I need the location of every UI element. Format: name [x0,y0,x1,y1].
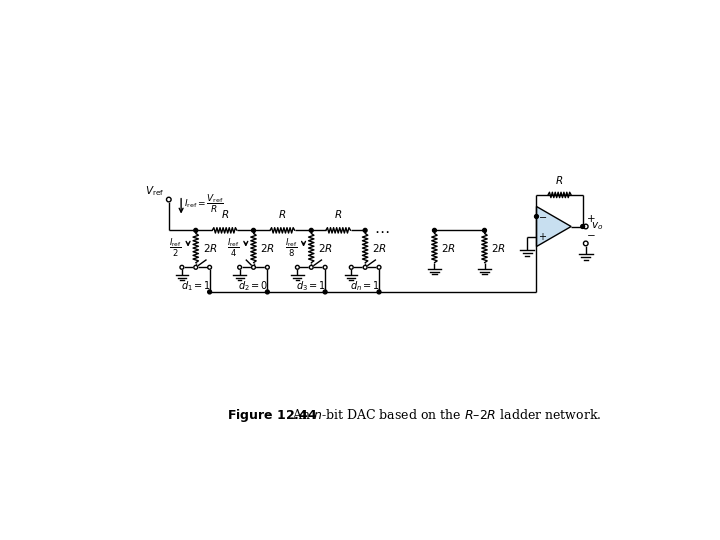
Circle shape [180,265,184,269]
Circle shape [266,265,269,269]
Text: $R$: $R$ [555,174,564,186]
Circle shape [363,228,367,232]
Text: $V_\mathrm{ref}$: $V_\mathrm{ref}$ [145,184,164,198]
Circle shape [433,228,436,232]
Text: $d_1 = 1$: $d_1 = 1$ [181,279,211,293]
Text: $-$: $-$ [585,229,595,239]
Circle shape [194,228,198,232]
Circle shape [377,290,381,294]
Text: $\dfrac{I_\mathrm{ref}}{2}$: $\dfrac{I_\mathrm{ref}}{2}$ [169,237,182,259]
Text: $R$: $R$ [334,208,342,220]
Text: $-$: $-$ [538,212,547,221]
Text: $2R$: $2R$ [372,242,387,254]
Text: $\cdots$: $\cdots$ [374,223,390,238]
Circle shape [482,228,487,232]
Circle shape [266,290,269,294]
Text: $d_n = 1$: $d_n = 1$ [350,279,380,293]
Text: $d_2 = 0$: $d_2 = 0$ [238,279,269,293]
Text: $v_o$: $v_o$ [591,221,603,232]
Circle shape [581,225,585,228]
Text: $d_3 = 1$: $d_3 = 1$ [296,279,326,293]
Circle shape [377,265,381,269]
Text: $+$: $+$ [585,213,595,224]
Circle shape [583,241,588,246]
Text: $\dfrac{I_\mathrm{ref}}{8}$: $\dfrac{I_\mathrm{ref}}{8}$ [284,237,297,259]
Text: $2R$: $2R$ [492,242,506,254]
Circle shape [534,214,539,218]
Text: An $n$-bit DAC based on the $R$–$2R$ ladder network.: An $n$-bit DAC based on the $R$–$2R$ lad… [292,408,601,422]
Text: $I_\mathrm{ref} = \dfrac{V_\mathrm{ref}}{R}$: $I_\mathrm{ref} = \dfrac{V_\mathrm{ref}}… [184,192,224,214]
Text: $2R$: $2R$ [261,242,275,254]
Circle shape [166,197,171,202]
Circle shape [583,224,588,229]
Circle shape [251,228,256,232]
Circle shape [310,228,313,232]
Circle shape [323,265,327,269]
Circle shape [207,265,212,269]
Circle shape [194,265,198,269]
Circle shape [310,265,313,269]
Polygon shape [536,206,571,247]
Text: $\dfrac{I_\mathrm{ref}}{4}$: $\dfrac{I_\mathrm{ref}}{4}$ [227,237,240,259]
Text: $R$: $R$ [278,208,287,220]
Text: $2R$: $2R$ [203,242,217,254]
Text: $+$: $+$ [538,231,547,242]
Circle shape [251,265,256,269]
Text: $R$: $R$ [220,208,229,220]
Circle shape [323,290,327,294]
Text: $2R$: $2R$ [318,242,333,254]
Text: $\mathbf{Figure\ 12.44}$: $\mathbf{Figure\ 12.44}$ [227,407,317,424]
Circle shape [207,290,212,294]
Circle shape [349,265,354,269]
Circle shape [295,265,300,269]
Circle shape [238,265,242,269]
Circle shape [363,265,367,269]
Text: $2R$: $2R$ [441,242,456,254]
